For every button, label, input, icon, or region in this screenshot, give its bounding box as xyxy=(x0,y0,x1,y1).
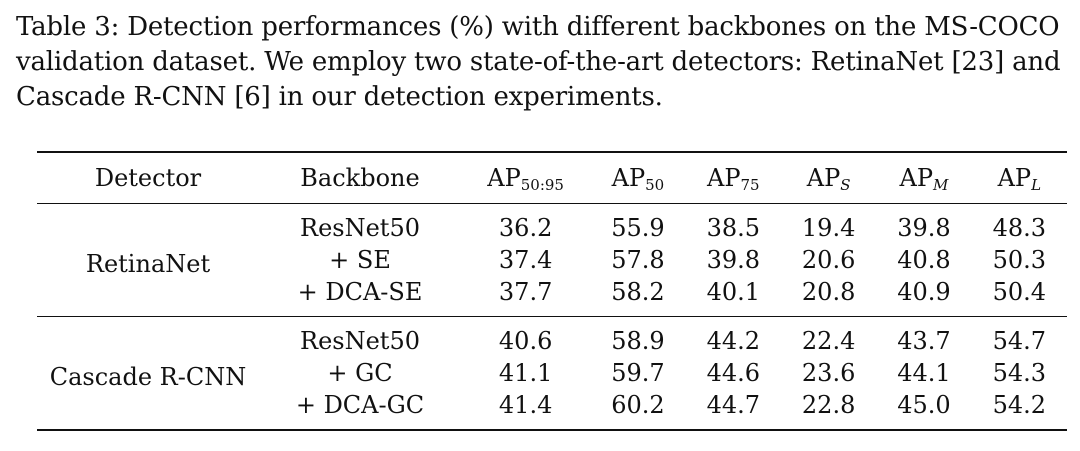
metric-value-cell: 44.7 xyxy=(706,391,760,419)
metric-value-cell: 44.6 xyxy=(706,359,760,387)
table-row: RetinaNet ResNet50 36.2 55.9 38.5 19.4 39.8 48.… xyxy=(37,203,1067,278)
header-metric: AP75 xyxy=(706,164,760,194)
table-caption: Table 3: Detection performances (%) with… xyxy=(16,12,1061,112)
metric-value-cell: 59.7 xyxy=(611,359,665,387)
backbone-cell: + SE xyxy=(329,246,391,274)
header-metric: APM xyxy=(899,164,949,194)
metric-value-cell: 38.5 xyxy=(706,214,760,242)
metric-value-cell: 22.8 xyxy=(801,391,856,419)
metric-value-cell: 39.8 xyxy=(706,246,760,274)
backbone-cell: + DCA-GC xyxy=(295,391,425,419)
backbone-cell: ResNet50 xyxy=(300,327,420,355)
metric-value-cell: 55.9 xyxy=(611,214,665,242)
metric-value-cell: 40.1 xyxy=(706,278,760,306)
table-row: Cascade R-CNN ResNet50 40.6 58.9 44.2 22.4 43.… xyxy=(37,316,1067,391)
table-header-row: Detector Backbone AP50:95 AP50 AP75 APS … xyxy=(37,152,1067,204)
metric-value-cell: 40.8 xyxy=(897,246,951,274)
metric-value-cell: 20.8 xyxy=(801,278,856,306)
metric-value-cell: 39.8 xyxy=(897,214,951,242)
table-row: + DCA-SE 37.7 58.2 40.1 20.8 40.9 50.4 xyxy=(37,276,1067,317)
metric-value-cell: 48.3 xyxy=(992,214,1047,242)
metric-value-cell: 45.0 xyxy=(897,391,951,419)
header-metric: AP50:95 xyxy=(487,164,564,194)
detector-cell: Cascade R-CNN xyxy=(49,363,247,391)
metric-value-cell: 54.7 xyxy=(992,327,1047,355)
metric-value-cell: 41.4 xyxy=(498,391,553,419)
metric-value-cell: 37.4 xyxy=(498,246,553,274)
metric-value-cell: 23.6 xyxy=(801,359,856,387)
metric-value-cell: 41.1 xyxy=(498,359,553,387)
metric-value-cell: 44.2 xyxy=(706,327,760,355)
header-metric: APL xyxy=(997,164,1042,194)
header-backbone: Backbone xyxy=(300,164,420,192)
metric-value-cell: 58.9 xyxy=(611,327,665,355)
metric-value-cell: 44.1 xyxy=(897,359,951,387)
detection-results-table: Detector Backbone AP50:95 AP50 AP75 APS … xyxy=(37,151,1067,431)
header-metric: APS xyxy=(806,164,851,194)
metric-value-cell: 58.2 xyxy=(611,278,665,306)
table-row: + SE 37.4 57.8 39.8 20.6 40.8 50.3 xyxy=(37,244,1067,276)
metric-value-cell: 43.7 xyxy=(897,327,951,355)
backbone-cell: + GC xyxy=(327,359,393,387)
metric-value-cell: 36.2 xyxy=(498,214,553,242)
backbone-cell: ResNet50 xyxy=(300,214,420,242)
backbone-cell: + DCA-SE xyxy=(297,278,423,306)
metric-value-cell: 54.3 xyxy=(992,359,1047,387)
metric-value-cell: 19.4 xyxy=(801,214,856,242)
metric-value-cell: 50.3 xyxy=(992,246,1047,274)
header-metric: AP50 xyxy=(611,164,665,194)
table-row: + DCA-GC 41.4 60.2 44.7 22.8 45.0 54.2 xyxy=(37,389,1067,430)
metric-value-cell: 37.7 xyxy=(498,278,553,306)
detector-cell: RetinaNet xyxy=(85,250,211,278)
metric-value-cell: 40.9 xyxy=(897,278,951,306)
table-row: + GC 41.1 59.7 44.6 23.6 44.1 54.3 xyxy=(37,357,1067,389)
metric-value-cell: 50.4 xyxy=(992,278,1047,306)
header-detector: Detector xyxy=(94,164,202,192)
metric-value-cell: 40.6 xyxy=(498,327,553,355)
metric-value-cell: 22.4 xyxy=(801,327,856,355)
metric-value-cell: 54.2 xyxy=(992,391,1047,419)
metric-value-cell: 20.6 xyxy=(801,246,856,274)
metric-value-cell: 57.8 xyxy=(611,246,665,274)
metric-value-cell: 60.2 xyxy=(611,391,665,419)
